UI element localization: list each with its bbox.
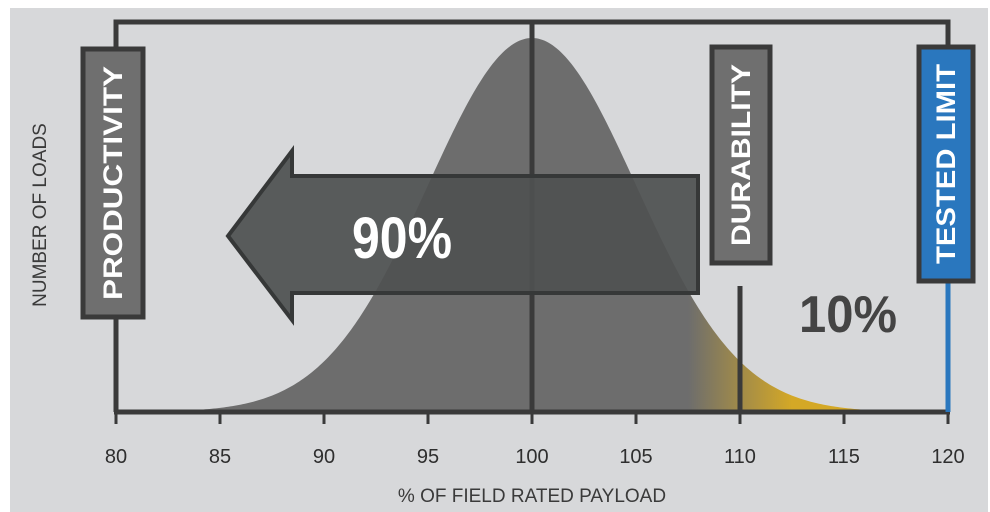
left-arrow-shape (225, 145, 700, 326)
arrow-layer: 90% (225, 145, 700, 326)
x-tick-label: 95 (417, 446, 439, 468)
x-tick-label: 115 (828, 446, 860, 468)
tested-limit-label-box (916, 44, 976, 284)
x-tick-label: 100 (515, 446, 548, 468)
x-tick-label: 105 (619, 446, 652, 468)
durability-label: DURABILITY (709, 44, 773, 266)
arrow-90-label: 90% (352, 206, 452, 271)
tail-10-label: 10% (799, 286, 897, 344)
x-tick-label: 110 (724, 446, 756, 468)
productivity-label-text: PRODUCTIVITY (98, 66, 128, 300)
productivity-label-box (80, 46, 146, 320)
x-tick-label: 120 (931, 446, 964, 468)
durability-label-box (709, 44, 773, 266)
x-tick-label: 85 (209, 446, 231, 468)
y-axis-label: NUMBER OF LOADS (30, 123, 51, 307)
x-axis-label: % OF FIELD RATED PAYLOAD (398, 486, 666, 507)
x-tick-label: 90 (313, 446, 335, 468)
x-tick-label: 80 (105, 446, 127, 468)
marker-layer: PRODUCTIVITY DURABILITY TESTED LIMIT 10% (80, 44, 976, 412)
durability-label-text: DURABILITY (726, 64, 756, 246)
tested-limit-label: TESTED LIMIT (916, 44, 976, 284)
tested-limit-label-text: TESTED LIMIT (931, 63, 961, 264)
tick-layer: 80 85 90 95 100 105 110 115 120 (105, 412, 965, 468)
productivity-label: PRODUCTIVITY (80, 46, 146, 320)
